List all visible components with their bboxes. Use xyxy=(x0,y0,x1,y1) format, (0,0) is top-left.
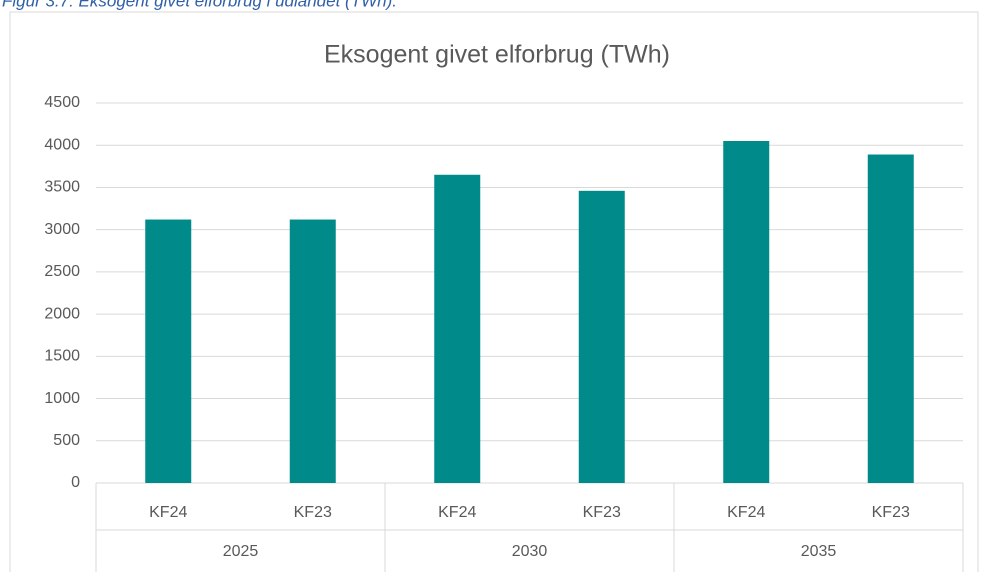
y-tick-label: 4000 xyxy=(44,136,80,153)
x-tick-label: KF23 xyxy=(583,504,621,521)
y-tick-label: 3000 xyxy=(44,221,80,238)
figure-caption: Figur 3.7: Eksogent givet elforbrug i ud… xyxy=(2,0,397,10)
bar xyxy=(145,219,192,484)
y-tick-label: 1500 xyxy=(44,348,80,365)
y-tick-label: 2500 xyxy=(44,263,80,280)
x-tick-label: KF24 xyxy=(438,504,476,521)
group-label: 2030 xyxy=(512,543,548,560)
bar xyxy=(723,141,770,483)
x-tick-label: KF24 xyxy=(727,504,765,521)
x-tick-label: KF24 xyxy=(149,504,187,521)
x-tick-label: KF23 xyxy=(872,504,910,521)
y-tick-label: 4500 xyxy=(44,94,80,111)
group-label: 2025 xyxy=(223,543,259,560)
bar xyxy=(434,174,481,483)
bar xyxy=(867,154,914,483)
chart-title: Eksogent givet elforbrug (TWh) xyxy=(324,41,670,69)
y-tick-label: 500 xyxy=(53,432,80,449)
bar xyxy=(289,219,336,484)
y-tick-label: 1000 xyxy=(44,390,80,407)
group-label: 2035 xyxy=(801,543,837,560)
bar xyxy=(578,190,625,484)
y-tick-label: 0 xyxy=(71,474,80,491)
y-tick-label: 3500 xyxy=(44,179,80,196)
x-tick-label: KF23 xyxy=(294,504,332,521)
y-tick-label: 2000 xyxy=(44,305,80,322)
